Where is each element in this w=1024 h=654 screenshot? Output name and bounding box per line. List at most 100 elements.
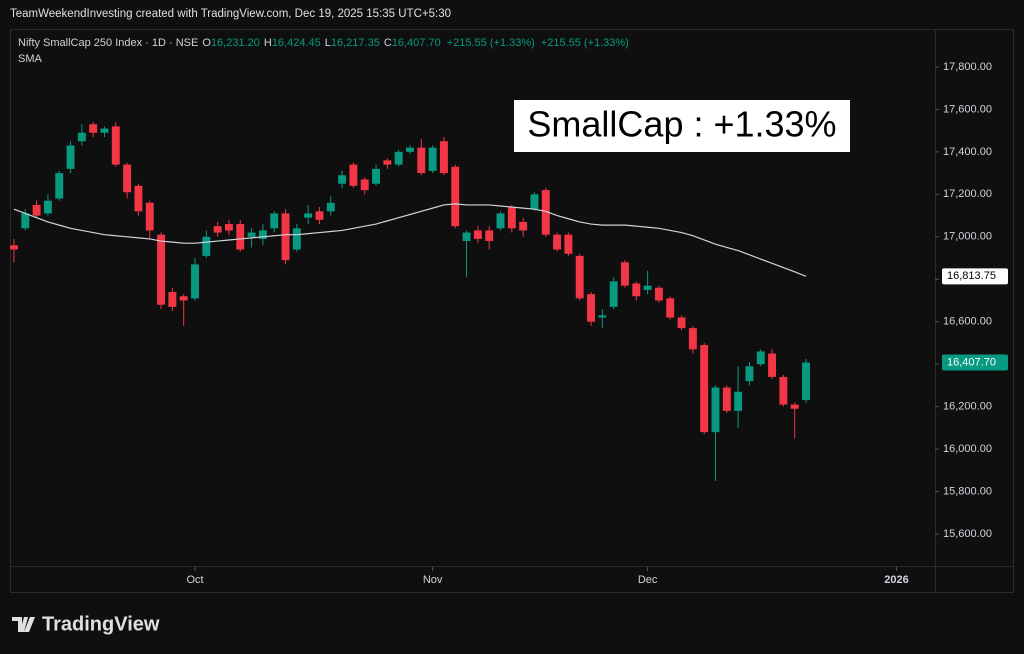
- candle-body: [688, 328, 697, 350]
- candle-body: [553, 234, 562, 250]
- sma-line: [13, 203, 807, 277]
- candle-body: [349, 164, 358, 186]
- candle-body: [439, 141, 448, 174]
- candle-body: [89, 124, 98, 133]
- candle-body: [598, 315, 607, 318]
- c-label: C: [384, 37, 392, 49]
- candle-body: [123, 164, 132, 193]
- candle-body: [428, 147, 437, 171]
- logo-icon: [12, 617, 35, 632]
- candle-body: [406, 147, 414, 152]
- candle-body: [394, 151, 403, 165]
- candle-body: [100, 128, 109, 133]
- candle-body: [179, 296, 188, 301]
- close-price-tag: [942, 354, 1008, 371]
- candle-body: [111, 126, 120, 165]
- candle-body: [609, 281, 618, 307]
- annotation-box: [514, 100, 850, 152]
- candle-body: [383, 160, 392, 165]
- candle-body: [711, 387, 720, 433]
- chart-frame: [10, 29, 1014, 593]
- candle-body: [451, 166, 460, 227]
- candle-body: [372, 168, 380, 184]
- candle-body: [258, 230, 267, 239]
- candle-body: [134, 185, 143, 212]
- y-tick-label: 16,600.00: [943, 316, 992, 328]
- c-value: 16,407.70: [392, 37, 441, 49]
- candle-body: [768, 353, 777, 377]
- candle-body: [213, 226, 222, 233]
- candle-body: [10, 245, 18, 250]
- candle-body: [575, 255, 584, 299]
- candle-body: [507, 207, 516, 229]
- candle-body: [338, 175, 347, 184]
- candle-body: [779, 376, 788, 405]
- candle-body: [473, 230, 482, 239]
- legend: Nifty SmallCap 250 Index · 1D · NSE O16,2…: [18, 37, 629, 49]
- candle-body: [632, 283, 641, 297]
- candle-body: [496, 213, 505, 229]
- candle-body: [654, 287, 663, 301]
- y-tick-label: 17,000.00: [943, 231, 992, 243]
- change: +215.55 (+1.33%): [447, 37, 535, 49]
- candle-body: [564, 234, 573, 254]
- l-label: L: [325, 37, 331, 49]
- candle-body: [530, 194, 539, 210]
- y-tick-label: 17,600.00: [943, 103, 992, 115]
- credit: TeamWeekendInvesting created with Tradin…: [10, 8, 451, 20]
- candle-body: [417, 147, 426, 174]
- candle-body: [677, 317, 686, 329]
- candle-body: [360, 179, 369, 191]
- x-tick-label: Nov: [423, 574, 443, 586]
- candle-body: [790, 404, 799, 409]
- candle-body: [722, 387, 731, 411]
- candle-body: [315, 211, 324, 220]
- candle-body: [32, 204, 41, 216]
- candle-body: [587, 294, 595, 322]
- x-tick-label: 2026: [884, 574, 908, 586]
- candle-body: [281, 213, 290, 261]
- y-tick-label: 15,600.00: [943, 528, 992, 540]
- sma-price-tag: [942, 268, 1008, 285]
- change: +215.55 (+1.33%): [541, 37, 629, 49]
- y-tick-label: 15,800.00: [943, 485, 992, 497]
- candle-body: [191, 264, 199, 299]
- logo-text: TradingView: [42, 613, 160, 635]
- y-tick-label: 16,000.00: [943, 443, 992, 455]
- candle-body: [745, 366, 754, 382]
- candle-body: [326, 202, 335, 212]
- annotation: SmallCap : +1.33%: [527, 104, 836, 145]
- x-tick-label: Oct: [186, 574, 203, 586]
- h-label: H: [264, 37, 272, 49]
- candle-body: [734, 391, 743, 411]
- candle-body: [802, 362, 810, 401]
- candle-body: [666, 298, 675, 318]
- candle-body: [304, 213, 313, 218]
- candle-body: [541, 190, 550, 235]
- candle-body: [43, 200, 52, 214]
- candle-body: [270, 213, 279, 229]
- candle-body: [77, 132, 86, 142]
- close-price-label: 16,407.70: [947, 356, 996, 368]
- candle-body: [292, 228, 301, 250]
- candle-body: [462, 232, 471, 242]
- candle-body: [519, 221, 528, 231]
- candle-body: [224, 224, 233, 231]
- candle-body: [66, 145, 75, 169]
- candle-body: [145, 202, 154, 231]
- y-tick-label: 16,200.00: [943, 401, 992, 413]
- candle-body: [485, 230, 494, 242]
- candle-body: [55, 173, 64, 199]
- o-label: O: [202, 37, 211, 49]
- candle-body: [168, 291, 177, 307]
- logo: TradingView: [12, 613, 160, 635]
- candle-body: [621, 262, 629, 286]
- candle-body: [202, 236, 211, 256]
- o-value: 16,231.20: [211, 37, 260, 49]
- candle-body: [157, 234, 166, 305]
- candle-body: [643, 285, 652, 290]
- h-value: 16,424.45: [272, 37, 321, 49]
- l-value: 16,217.35: [331, 37, 380, 49]
